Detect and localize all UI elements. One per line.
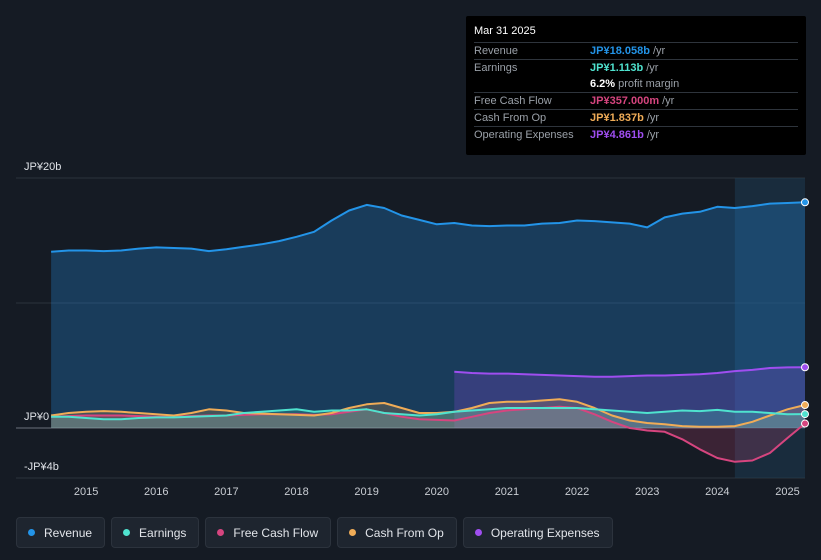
series-end-markers (801, 198, 809, 428)
tooltip-row-revenue: Revenue JP¥18.058b /yr (474, 43, 798, 60)
x-axis-labels: 2015 2016 2017 2018 2019 2020 2021 2022 2023 2024… (74, 486, 800, 498)
legend-item-cash-from-op[interactable]: Cash From Op (337, 517, 457, 548)
cash-from-op-line (50, 398, 806, 428)
y-tick-label-zero: JP¥0 (24, 411, 49, 423)
x-tick-label-2024: 2024 (705, 486, 729, 498)
tooltip-row-free-cash-flow: Free Cash Flow JP¥357.000m /yr (474, 93, 798, 110)
legend: Revenue Earnings Free Cash Flow Cash Fro… (16, 517, 619, 548)
x-tick-label-2025: 2025 (775, 486, 799, 498)
legend-label: Free Cash Flow (233, 525, 319, 540)
earnings-line (51, 407, 806, 421)
tooltip-label: Free Cash Flow (474, 95, 552, 107)
series-areas (51, 202, 806, 462)
tooltip-suffix: /yr (646, 112, 660, 124)
x-tick-label-2017: 2017 (214, 486, 238, 498)
tooltip-panel: Mar 31 2025 Revenue JP¥18.058b /yr Earni… (466, 16, 806, 155)
legend-label: Revenue (44, 525, 93, 540)
y-tick-label-top: JP¥20b (24, 161, 61, 173)
tooltip-row-profit-margin: 6.2% profit margin (474, 76, 798, 93)
free-cash-flow-area (51, 406, 806, 462)
y-tick-label-bottom: -JP¥4b (24, 461, 59, 473)
revenue-area (51, 202, 806, 428)
tooltip-row-cash-from-op: Cash From Op JP¥1.837b /yr (474, 110, 798, 127)
y-axis-labels: JP¥20b JP¥0 -JP¥4b (24, 161, 61, 473)
free-cash-flow-end-marker (801, 419, 809, 428)
tooltip-value: JP¥4.861b (590, 129, 644, 141)
tooltip-label (474, 76, 590, 92)
legend-label: Operating Expenses (490, 525, 600, 540)
tooltip-value: JP¥357.000m (590, 95, 660, 107)
forecast-region (734, 178, 805, 478)
revenue-line (51, 201, 806, 253)
tooltip-label: Earnings (474, 62, 518, 74)
legend-dot-icon (349, 529, 357, 536)
legend-dot-icon (474, 529, 482, 536)
x-tick-label-2015: 2015 (74, 486, 98, 498)
tooltip-date: Mar 31 2025 (474, 24, 798, 43)
operating-expenses-area (454, 367, 805, 428)
legend-item-free-cash-flow[interactable]: Free Cash Flow (205, 517, 332, 548)
earnings-end-marker (801, 410, 809, 419)
tooltip-suffix: profit margin (618, 78, 680, 90)
revenue-end-marker (801, 198, 809, 207)
tooltip-suffix: /yr (652, 45, 666, 57)
x-tick-label-2023: 2023 (635, 486, 659, 498)
x-tick-label-2019: 2019 (354, 486, 378, 498)
x-tick-label-2020: 2020 (425, 486, 449, 498)
tooltip-suffix: /yr (646, 62, 659, 74)
legend-item-earnings[interactable]: Earnings (111, 517, 200, 548)
tooltip-value: 6.2% (590, 78, 616, 90)
tooltip-value: JP¥18.058b (590, 45, 650, 57)
tooltip-suffix: /yr (662, 95, 675, 107)
legend-label: Earnings (139, 525, 187, 540)
tooltip-value: JP¥1.837b (590, 112, 644, 124)
series-lines (50, 201, 806, 463)
x-tick-label-2022: 2022 (565, 486, 589, 498)
tooltip-label: Operating Expenses (474, 129, 574, 141)
legend-dot-icon (28, 529, 35, 536)
cash-from-op-end-marker (801, 401, 809, 410)
tooltip-row-operating-expenses: Operating Expenses JP¥4.861b /yr (474, 127, 798, 143)
forecast-shade (734, 178, 805, 478)
legend-dot-icon (217, 529, 225, 536)
tooltip-suffix: /yr (646, 129, 660, 141)
operating-expenses-line (454, 366, 806, 378)
tooltip-label: Revenue (474, 45, 519, 57)
tooltip-row-earnings: Earnings JP¥1.113b /yr (474, 60, 798, 76)
grid-lines (16, 177, 805, 479)
legend-dot-icon (123, 529, 131, 536)
chart-area: JP¥20b JP¥0 -JP¥4b 2015 2016 2017 2018 2019 2… (16, 161, 809, 498)
x-tick-label-2016: 2016 (144, 486, 168, 498)
legend-item-operating-expenses[interactable]: Operating Expenses (462, 517, 613, 548)
x-tick-label-2018: 2018 (284, 486, 308, 498)
tooltip-value: JP¥1.113b (590, 62, 644, 74)
tooltip-label: Cash From Op (474, 112, 547, 124)
operating-expenses-end-marker (801, 363, 809, 372)
legend-item-revenue[interactable]: Revenue (16, 517, 106, 548)
x-tick-label-2021: 2021 (495, 486, 519, 498)
legend-label: Cash From Op (365, 525, 444, 540)
